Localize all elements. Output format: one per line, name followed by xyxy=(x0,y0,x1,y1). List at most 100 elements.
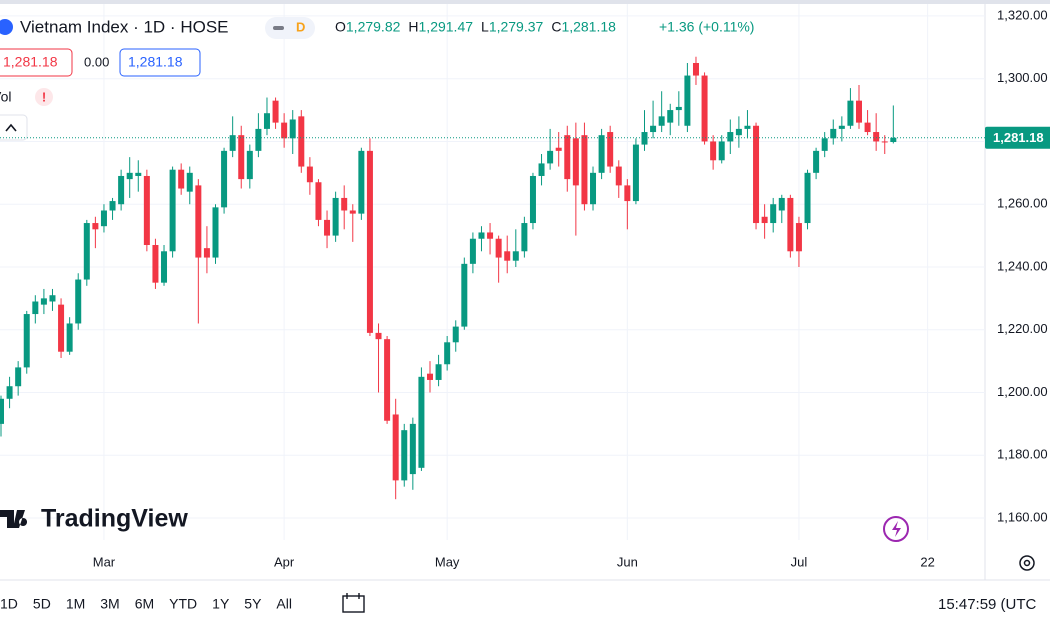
candle-body xyxy=(598,135,605,173)
candle-body xyxy=(263,113,270,129)
last-price-tag xyxy=(985,126,1050,149)
ohlc-value: 1,279.82 xyxy=(346,19,401,35)
x-tick-label: Mar xyxy=(93,554,116,569)
candle-body xyxy=(667,110,674,123)
candle-body xyxy=(186,172,193,192)
candle-body xyxy=(118,175,125,205)
candle-body xyxy=(632,144,639,202)
y-tick-label: 1,260.00 xyxy=(997,196,1048,211)
ohlc-value: 1,291.47 xyxy=(419,19,474,35)
candle-body xyxy=(178,169,185,189)
candle-body xyxy=(161,251,168,283)
candle-body xyxy=(538,163,545,176)
candle-body xyxy=(701,75,708,142)
candle-body xyxy=(203,248,210,258)
alert-icon[interactable] xyxy=(35,88,53,106)
y-tick-label: 1,220.00 xyxy=(997,321,1048,336)
candle-body xyxy=(135,172,142,176)
candle-body xyxy=(298,116,305,167)
buy-price: 1,281.18 xyxy=(128,54,183,70)
symbol-title: Vietnam Index · 1D · HOSE xyxy=(20,17,229,36)
sell-button[interactable] xyxy=(0,48,73,77)
ohlc-value: 1,281.18 xyxy=(561,19,616,35)
range-button[interactable]: All xyxy=(276,596,292,612)
candle-body xyxy=(830,128,837,139)
clock[interactable]: 15:47:59 (UTC xyxy=(938,596,1037,613)
candle-body xyxy=(324,219,331,236)
candle-body xyxy=(221,150,228,208)
legend: Vietnam Index · 1D · HOSE D O 1,279.82 H 1,… xyxy=(0,17,754,141)
candle-body xyxy=(83,223,90,280)
range-button[interactable]: 1M xyxy=(66,596,85,612)
range-button[interactable]: 5D xyxy=(33,596,51,612)
candle-body xyxy=(710,141,717,161)
candle-body xyxy=(770,204,777,224)
candle-body xyxy=(856,100,862,123)
candle-body xyxy=(615,166,622,186)
candle-body xyxy=(152,245,159,283)
settings-icon[interactable] xyxy=(1019,555,1035,571)
candle-body xyxy=(607,132,614,167)
settings-hub xyxy=(1023,559,1031,567)
candle-body xyxy=(409,423,416,475)
ohlc: O 1,279.82 H 1,291.47 L 1,279.37 C 1,281.18 xyxy=(335,19,616,35)
news-icon[interactable] xyxy=(883,516,909,542)
candle-body xyxy=(650,125,657,133)
candle-body xyxy=(366,150,373,333)
candle-body xyxy=(281,122,288,139)
candle-body xyxy=(787,197,794,252)
candle-body xyxy=(384,339,391,421)
candle-body xyxy=(169,169,176,252)
candle-body xyxy=(692,62,699,76)
range-button[interactable]: 3M xyxy=(100,596,119,612)
range-button[interactable]: 6M xyxy=(135,596,154,612)
candle-body xyxy=(401,430,408,481)
spread: 0.00 xyxy=(84,54,109,69)
candle-body xyxy=(212,207,219,258)
plot xyxy=(0,4,985,540)
candle-body xyxy=(58,304,65,352)
candle-body xyxy=(529,175,536,224)
candle-body xyxy=(572,138,579,186)
candle-body xyxy=(15,367,22,387)
candle-body xyxy=(289,119,296,139)
candle-body xyxy=(6,386,13,399)
logo-text: TradingView xyxy=(41,505,188,533)
ohlc-value: 1,279.37 xyxy=(489,19,544,35)
ohlc-key: O xyxy=(335,19,346,35)
top-border xyxy=(0,0,1050,4)
candle-body xyxy=(727,132,734,142)
candle-body xyxy=(92,223,99,230)
range-button[interactable]: 1Y xyxy=(212,596,230,612)
range-button[interactable]: YTD xyxy=(169,596,197,612)
range-button[interactable]: 1D xyxy=(0,596,18,612)
badge-dash xyxy=(273,26,284,30)
candle-body xyxy=(100,210,107,227)
ohlc-key: L xyxy=(481,19,489,35)
candle-body xyxy=(864,122,871,133)
candle-body xyxy=(512,251,519,261)
candle-body xyxy=(735,128,742,136)
y-tick-label: 1,300.00 xyxy=(997,70,1048,85)
badge[interactable] xyxy=(265,17,315,39)
x-tick-label: Apr xyxy=(274,554,295,569)
candle-body xyxy=(478,232,485,239)
candle-body xyxy=(581,135,588,205)
compare-icon[interactable] xyxy=(342,593,365,613)
candle-body xyxy=(143,175,150,246)
candle-body xyxy=(341,197,348,211)
candle-body xyxy=(838,125,845,129)
range-button[interactable]: 5Y xyxy=(244,596,262,612)
candle-body xyxy=(873,132,880,142)
buy-button[interactable] xyxy=(119,48,201,77)
candle-body xyxy=(495,238,502,258)
sell-price: 1,281.18 xyxy=(3,54,58,70)
volume-label: Vol xyxy=(0,89,11,105)
x-tick-label: 22 xyxy=(920,554,934,569)
candle-body xyxy=(804,172,811,224)
candle-body xyxy=(306,166,313,183)
candle-body xyxy=(23,314,30,368)
candle-body xyxy=(675,106,682,111)
candle-body xyxy=(452,326,459,343)
